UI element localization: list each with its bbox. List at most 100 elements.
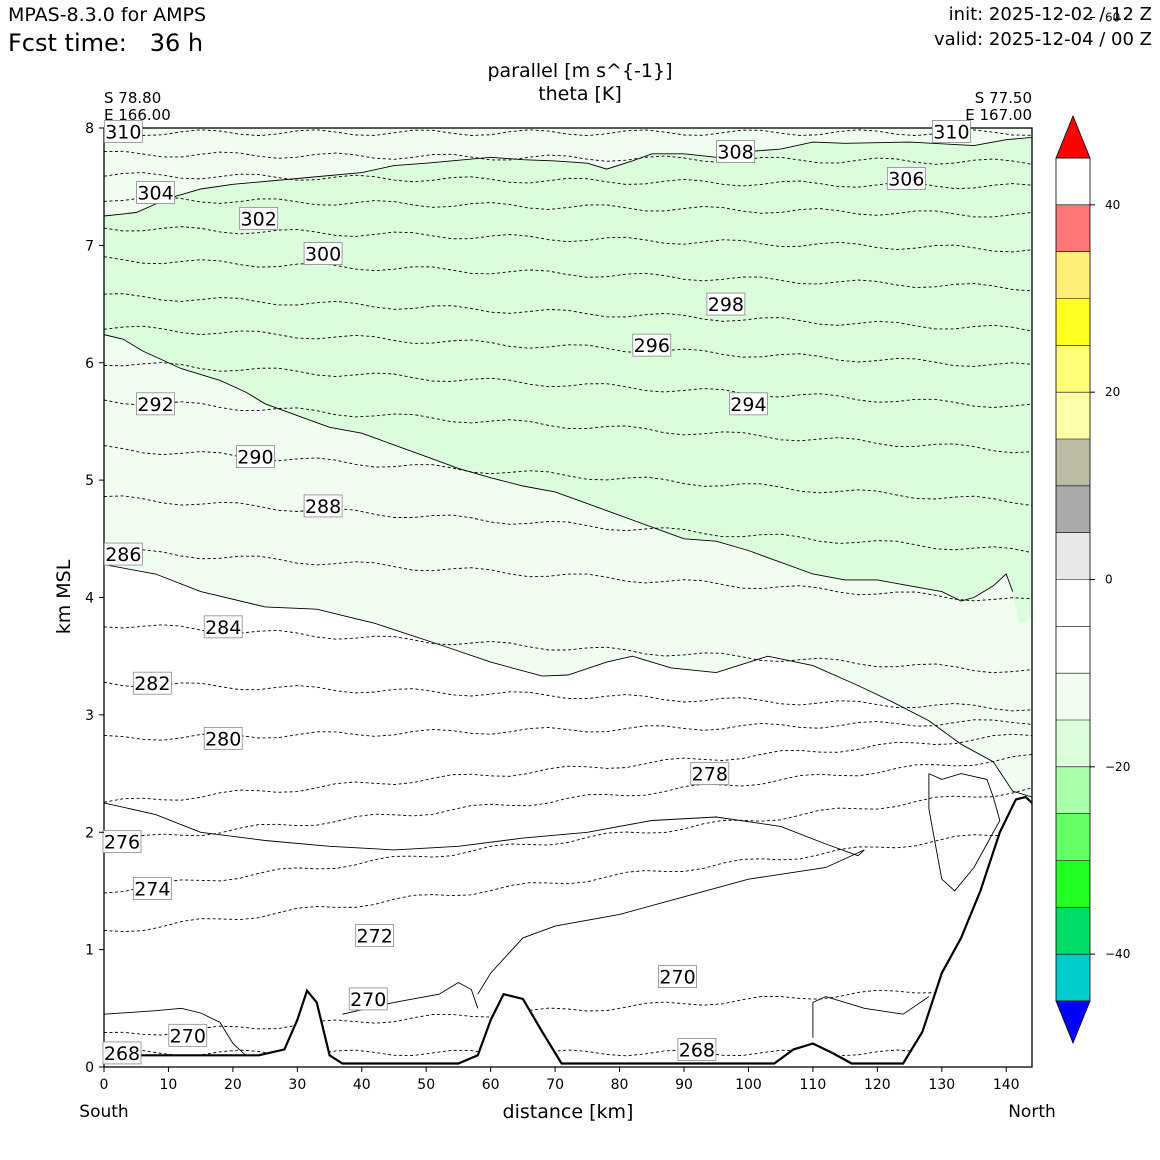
- x-tick-label: 90: [675, 1077, 693, 1093]
- theta-label-306: 306: [886, 167, 926, 190]
- x-tick-label: 20: [224, 1077, 242, 1093]
- colorbar-tick-label: −40: [1105, 947, 1130, 961]
- theta-label-box: [102, 1041, 142, 1065]
- theta-label-box: [132, 671, 172, 695]
- theta-label-text: 310: [105, 122, 141, 144]
- theta-label-270: 270: [348, 987, 388, 1011]
- theta-label-288: 288: [303, 494, 343, 518]
- colorbar-tick-label: 0: [1105, 573, 1113, 587]
- forecast-time-value: 36 h: [149, 29, 204, 57]
- theta-label-text: 292: [137, 394, 173, 416]
- y-tick-label: 8: [85, 121, 94, 137]
- colorbar-segment: [1056, 626, 1090, 674]
- theta-contour-268: [104, 1049, 1032, 1057]
- theta-label-text: 294: [730, 394, 766, 416]
- theta-label-292: 292: [136, 392, 175, 416]
- theta-contour-280: [104, 719, 1032, 741]
- y-axis-title: km MSL: [53, 559, 75, 634]
- x-tick-label: 80: [611, 1077, 629, 1093]
- y-tick-label: 3: [85, 708, 94, 724]
- model-name: MPAS-8.3.0 for AMPS: [8, 4, 207, 26]
- theta-label-274: 274: [132, 877, 172, 901]
- theta-contour-298: [104, 293, 1032, 332]
- wind-contour-line: [104, 1007, 247, 1056]
- x-tick-label: 110: [800, 1077, 827, 1093]
- colorbar-segment: [1056, 907, 1090, 955]
- theta-label-280: 280: [203, 726, 243, 750]
- terrain-outline: [104, 795, 1032, 1065]
- theta-label-box: [102, 830, 142, 854]
- colorbar-segment: [1056, 954, 1090, 1001]
- theta-label-box: [303, 494, 343, 518]
- colorbar-tick-label: 20: [1105, 385, 1120, 399]
- colorbar-segment: [1056, 766, 1090, 814]
- theta-label-box: [203, 615, 243, 639]
- colorbar-segment: [1056, 860, 1090, 908]
- colorbar-segment: [1056, 345, 1090, 393]
- x-tick-label: 50: [417, 1077, 435, 1093]
- theta-label-box: [729, 392, 768, 416]
- theta-contour-300: [104, 256, 1032, 292]
- theta-contours: [104, 129, 1032, 1057]
- theta-label-276: 276: [102, 830, 142, 854]
- theta-label-text: 270: [170, 1025, 206, 1047]
- y-tick-label: 2: [85, 825, 94, 841]
- colorbar-segment: [1056, 720, 1090, 767]
- valid-time: valid: 2025-12-04 / 00 Z: [934, 29, 1152, 50]
- wind-contour-line: [812, 996, 930, 1038]
- theta-label-text: 308: [717, 141, 753, 163]
- theta-label-text: 270: [659, 967, 695, 989]
- theta-label-text: 300: [305, 244, 341, 266]
- theta-label-box: [103, 542, 143, 566]
- theta-label-box: [168, 1023, 208, 1047]
- theta-contour-274: [104, 787, 1032, 894]
- theta-label-box: [136, 181, 175, 204]
- colorbar-segment: [1056, 673, 1090, 720]
- south-label: South: [79, 1102, 128, 1122]
- x-tick-label: 120: [864, 1077, 891, 1093]
- theta-label-268: 268: [677, 1037, 717, 1061]
- theta-label-270: 270: [168, 1023, 208, 1047]
- theta-label-278: 278: [690, 762, 730, 786]
- forecast-time: Fcst time: 36 h: [8, 29, 203, 57]
- colorbar-segment: [1056, 298, 1090, 346]
- theta-label-296: 296: [632, 333, 672, 357]
- theta-contour-304: [104, 196, 1032, 218]
- terrain-fill: [104, 797, 1032, 1067]
- theta-label-box: [677, 1037, 717, 1061]
- theta-label-box: [203, 726, 243, 750]
- colorbar-segment: [1056, 579, 1090, 627]
- theta-contour-276: [104, 753, 1032, 845]
- theta-label-270: 270: [658, 965, 697, 989]
- theta-label-box: [658, 965, 697, 989]
- theta-label-272: 272: [355, 924, 395, 948]
- theta-label-286: 286: [103, 542, 143, 566]
- theta-label-text: 278: [692, 764, 728, 786]
- theta-contour-272: [104, 831, 1032, 932]
- theta-label-300: 300: [303, 242, 343, 266]
- theta-label-text: 288: [305, 496, 341, 518]
- theta-contour-310: [104, 129, 1032, 137]
- theta-label-box: [886, 167, 926, 190]
- wind-contour-line: [104, 334, 1014, 602]
- theta-label-box: [355, 924, 395, 947]
- x-tick-label: 10: [160, 1077, 178, 1093]
- colorbar-segment: [1056, 251, 1090, 299]
- colorbar-segment: [1056, 439, 1090, 486]
- x-tick-label: 60: [482, 1077, 500, 1093]
- chart-title-line-1: parallel [m s^{-1}]: [487, 60, 673, 82]
- x-tick-label: 140: [993, 1077, 1020, 1093]
- theta-label-text: 304: [137, 183, 173, 205]
- theta-label-302: 302: [239, 206, 279, 230]
- theta-label-box: [132, 877, 172, 900]
- theta-label-text: 290: [237, 447, 273, 469]
- theta-contour-284: [104, 624, 1032, 674]
- axes: 0 10 20 30 40 50 60 70 80 90 100 110 120 130 140 0 1 2 3 4 5…: [85, 121, 1020, 1093]
- right-corner-lat: S 77.50: [975, 89, 1032, 107]
- theta-label-text: 282: [134, 673, 170, 695]
- theta-contour-270: [104, 983, 1032, 1036]
- theta-contour-282: [104, 681, 1032, 712]
- theta-label-box: [348, 987, 388, 1011]
- theta-label-box: [303, 242, 343, 265]
